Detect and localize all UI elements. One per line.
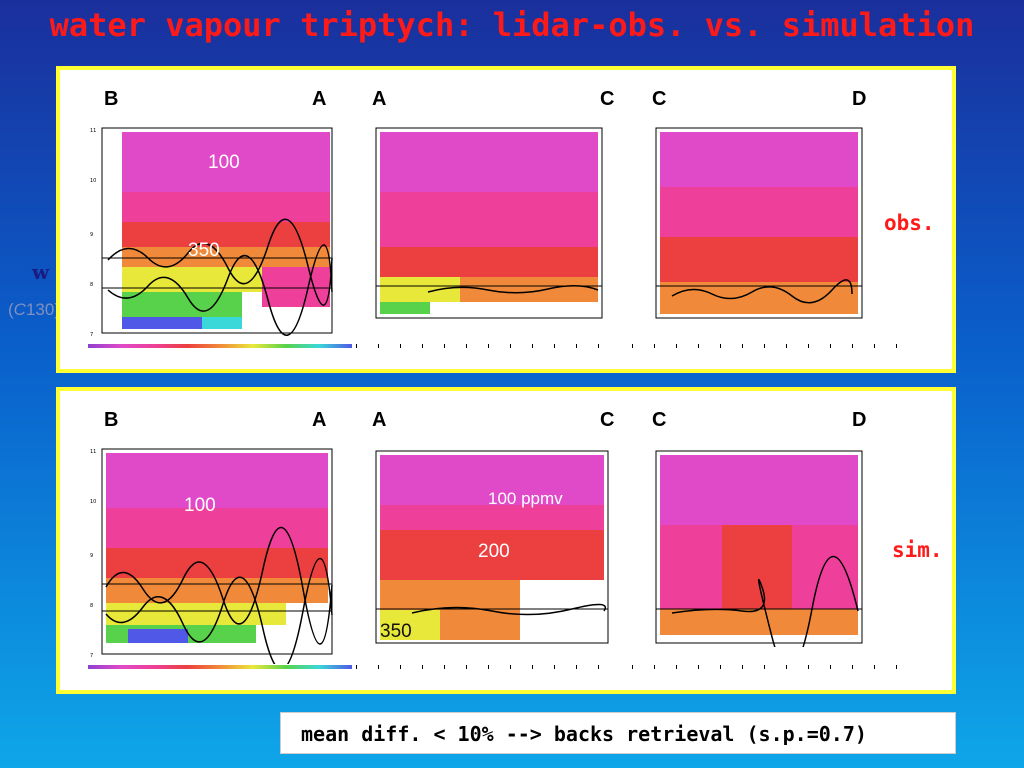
contour-label: 100 xyxy=(208,152,240,173)
colorbar xyxy=(356,665,612,669)
row-label-sim: sim. xyxy=(892,538,943,562)
plot-end-label: C xyxy=(600,409,615,431)
slide-title: water vapour triptych: lidar-obs. vs. si… xyxy=(49,6,975,44)
svg-text:9: 9 xyxy=(90,553,93,559)
contour-label: 200 xyxy=(478,541,510,562)
obs-plot-3 xyxy=(652,124,872,324)
svg-text:7: 7 xyxy=(90,653,93,659)
row-label-obs: obs. xyxy=(884,211,935,235)
plot-end-label: C xyxy=(600,88,615,110)
colorbar xyxy=(632,344,900,348)
contour-label: 350 xyxy=(188,240,220,261)
colorbar xyxy=(632,665,900,669)
plot-end-label: A xyxy=(312,88,327,110)
plot-end-label: A xyxy=(372,409,387,431)
sim-panel: B A 11 10 9 8 7 100 A C xyxy=(56,387,956,694)
colorbar xyxy=(88,344,352,348)
colorbar xyxy=(88,665,352,669)
plot-end-label: C xyxy=(652,88,667,110)
contour-label: 350 xyxy=(380,621,412,642)
svg-text:9: 9 xyxy=(90,232,93,238)
plot-end-label: A xyxy=(372,88,387,110)
contour-label: 100 ppmv xyxy=(488,489,563,508)
obs-panel: B A 11 10 9 8 7 100 350 A C xyxy=(56,66,956,373)
plot-end-label: A xyxy=(312,409,327,431)
sim-plot-2 xyxy=(372,447,612,647)
obs-plot-1: 11 10 9 8 7 xyxy=(88,118,334,343)
svg-text:10: 10 xyxy=(90,178,96,184)
sim-plot-1: 11 10 9 8 7 xyxy=(88,439,334,664)
svg-text:8: 8 xyxy=(90,603,93,609)
colorbar xyxy=(356,344,612,348)
svg-text:7: 7 xyxy=(90,332,93,338)
plot-end-label: B xyxy=(104,409,119,431)
svg-text:8: 8 xyxy=(90,282,93,288)
sim-plot-3 xyxy=(652,447,872,647)
plot-end-label: B xyxy=(104,88,119,110)
w-label: w xyxy=(32,260,50,284)
svg-text:11: 11 xyxy=(90,128,96,134)
plot-end-label: D xyxy=(852,409,867,431)
obs-plot-2 xyxy=(368,124,608,324)
footer-note: mean diff. < 10% --> backs retrieval (s.… xyxy=(280,712,956,754)
contour-label: 100 xyxy=(184,495,216,516)
svg-text:10: 10 xyxy=(90,499,96,505)
plot-end-label: D xyxy=(852,88,867,110)
c130-label: (C130) xyxy=(8,300,60,319)
svg-text:11: 11 xyxy=(90,449,96,455)
plot-end-label: C xyxy=(652,409,667,431)
